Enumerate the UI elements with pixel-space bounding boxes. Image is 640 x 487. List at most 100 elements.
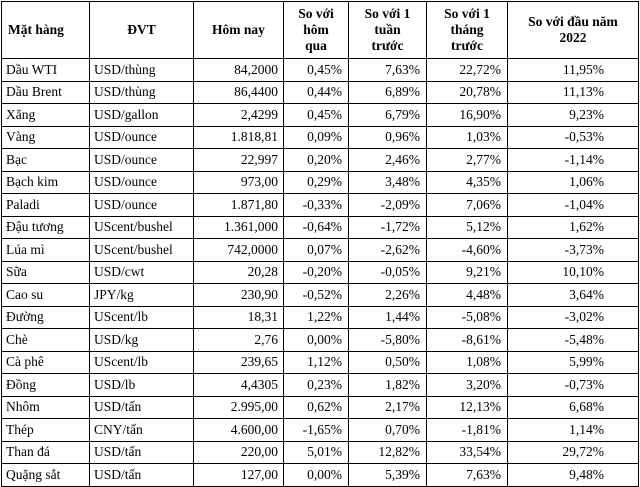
header-line: tuần (374, 22, 401, 37)
cell-vs-week: 6,89% (348, 80, 427, 104)
header-line: qua (305, 38, 327, 53)
table-row: Dầu Brent USD/thùng 86,4400 0,44% 6,89% 20,78… (1, 80, 639, 104)
cell-vs-month: 16,90% (426, 103, 508, 127)
cell-unit: USD/tấn (89, 395, 194, 419)
cell-vs-week: 1,82% (348, 373, 427, 397)
cell-today: 1.818,81 (193, 125, 284, 149)
cell-vs-week: -2,09% (348, 193, 427, 217)
cell-vs-month: 22,72% (426, 58, 508, 82)
col-header-vs-month: So với 1 tháng trước (426, 1, 508, 59)
cell-vs-yesterday: -0,52% (283, 283, 349, 307)
cell-vs-yesterday: 0,44% (283, 80, 349, 104)
cell-item: Chè (1, 328, 90, 352)
header-line: trước (450, 38, 484, 53)
cell-vs-year-start: 1,06% (507, 170, 639, 194)
cell-unit: UScent/lb (89, 305, 194, 329)
cell-vs-year-start: -1,04% (507, 193, 639, 217)
cell-vs-yesterday: 1,12% (283, 350, 349, 374)
cell-vs-year-start: -0,53% (507, 125, 639, 149)
header-line: So với 1 (444, 6, 490, 21)
cell-today: 22,997 (193, 148, 284, 172)
cell-vs-yesterday: 0,00% (283, 328, 349, 352)
cell-unit: USD/ounce (89, 193, 194, 217)
header-line: So với 1 (364, 6, 411, 21)
cell-item: Đường (1, 305, 90, 329)
cell-item: Cà phê (1, 350, 90, 374)
cell-vs-yesterday: 0,45% (283, 58, 349, 82)
cell-vs-month: 7,63% (426, 463, 508, 487)
table-row: Đậu tương UScent/bushel 1.361,000 -0,64% -1,… (1, 215, 639, 239)
cell-vs-year-start: 9,23% (507, 103, 639, 127)
cell-vs-week: 0,96% (348, 125, 427, 149)
cell-item: Quặng sắt (1, 463, 90, 487)
cell-vs-month: 7,06% (426, 193, 508, 217)
cell-unit: JPY/kg (89, 283, 194, 307)
cell-vs-yesterday: 0,29% (283, 170, 349, 194)
cell-vs-year-start: 9,48% (507, 463, 639, 487)
cell-today: 2,76 (193, 328, 284, 352)
cell-vs-year-start: -0,73% (507, 373, 639, 397)
cell-vs-month: 3,20% (426, 373, 508, 397)
cell-vs-month: -8,61% (426, 328, 508, 352)
cell-vs-week: 2,26% (348, 283, 427, 307)
table-row: Cà phê UScent/lb 239,65 1,12% 0,50% 1,08% 5,99… (1, 350, 639, 374)
cell-vs-yesterday: 0,45% (283, 103, 349, 127)
table-row: Paladi USD/ounce 1.871,80 -0,33% -2,09% 7,06%… (1, 193, 639, 217)
table-row: Chè USD/kg 2,76 0,00% -5,80% -8,61% -5,48% (1, 328, 639, 352)
cell-vs-yesterday: -1,65% (283, 418, 349, 442)
cell-today: 973,00 (193, 170, 284, 194)
table-row: Xăng USD/gallon 2,4299 0,45% 6,79% 16,90% 9,23… (1, 103, 639, 127)
header-line: So với (298, 6, 334, 21)
cell-item: Sữa (1, 260, 90, 284)
table-row: Vàng USD/ounce 1.818,81 0,09% 0,96% 1,03% -0,5… (1, 125, 639, 149)
cell-unit: USD/ounce (89, 125, 194, 149)
table-row: Sữa USD/cwt 20,28 -0,20% -0,05% 9,21% 10,10% (1, 260, 639, 284)
cell-unit: USD/gallon (89, 103, 194, 127)
cell-item: Than đá (1, 440, 90, 464)
table-row: Đường UScent/lb 18,31 1,22% 1,44% -5,08% -3,02… (1, 305, 639, 329)
cell-vs-year-start: 1,62% (507, 215, 639, 239)
cell-unit: USD/ounce (89, 170, 194, 194)
cell-unit: USD/cwt (89, 260, 194, 284)
cell-vs-month: 2,77% (426, 148, 508, 172)
cell-vs-year-start: 3,64% (507, 283, 639, 307)
cell-vs-week: 0,70% (348, 418, 427, 442)
cell-unit: USD/thùng (89, 80, 194, 104)
cell-vs-yesterday: 0,07% (283, 238, 349, 262)
table-row: Dầu WTI USD/thùng 84,2000 0,45% 7,63% 22,72% 1… (1, 58, 639, 82)
col-header-vs-year-start: So với đầu năm 2022 (507, 1, 639, 59)
cell-item: Lúa mì (1, 238, 90, 262)
cell-unit: UScent/bushel (89, 238, 194, 262)
cell-vs-year-start: 10,10% (507, 260, 639, 284)
cell-vs-week: 5,39% (348, 463, 427, 487)
cell-vs-week: 2,46% (348, 148, 427, 172)
cell-vs-yesterday: 0,00% (283, 463, 349, 487)
cell-today: 86,4400 (193, 80, 284, 104)
cell-item: Dầu Brent (1, 80, 90, 104)
cell-unit: UScent/bushel (89, 215, 194, 239)
cell-vs-week: 0,50% (348, 350, 427, 374)
cell-item: Xăng (1, 103, 90, 127)
cell-item: Nhôm (1, 395, 90, 419)
cell-today: 1.871,80 (193, 193, 284, 217)
cell-vs-month: -4,60% (426, 238, 508, 262)
cell-unit: USD/lb (89, 373, 194, 397)
cell-vs-yesterday: -0,20% (283, 260, 349, 284)
cell-today: 4,4305 (193, 373, 284, 397)
col-header-unit: ĐVT (89, 1, 194, 59)
cell-today: 742,0000 (193, 238, 284, 262)
cell-vs-week: -5,80% (348, 328, 427, 352)
table-row: Lúa mì UScent/bushel 742,0000 0,07% -2,62% -4… (1, 238, 639, 262)
table-row: Bạc USD/ounce 22,997 0,20% 2,46% 2,77% -1,14% (1, 148, 639, 172)
cell-vs-yesterday: 5,01% (283, 440, 349, 464)
cell-today: 1.361,000 (193, 215, 284, 239)
col-header-vs-yesterday: So với hôm qua (283, 1, 349, 59)
header-line: 2022 (559, 30, 587, 45)
cell-vs-month: -5,08% (426, 305, 508, 329)
table-body: Dầu WTI USD/thùng 84,2000 0,45% 7,63% 22,72% 1… (1, 58, 639, 487)
cell-item: Dầu WTI (1, 58, 90, 82)
cell-vs-week: 7,63% (348, 58, 427, 82)
cell-today: 4.600,00 (193, 418, 284, 442)
cell-vs-week: -2,62% (348, 238, 427, 262)
